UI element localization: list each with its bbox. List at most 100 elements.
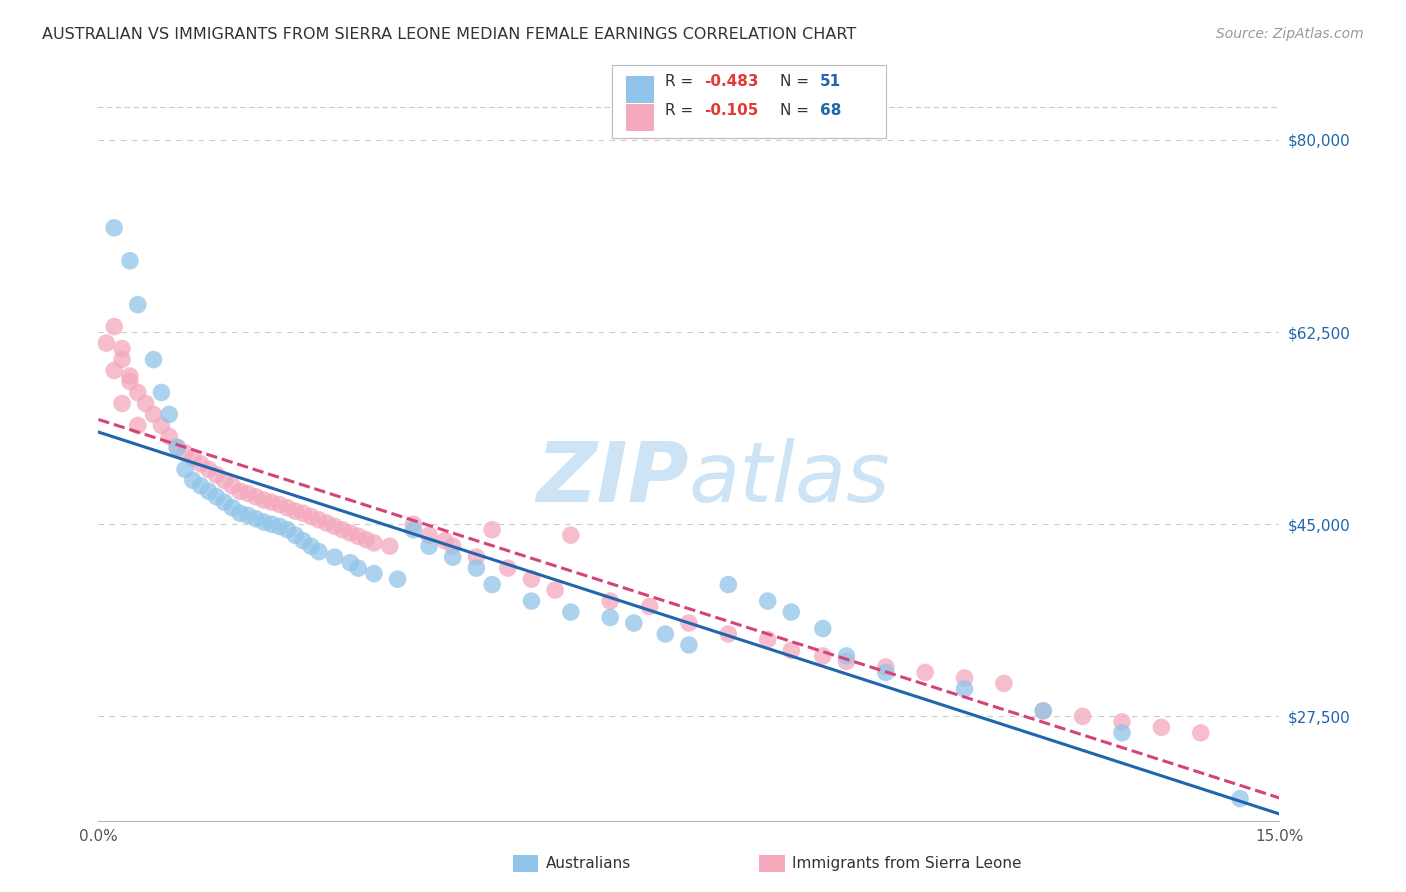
Point bbox=[111, 352, 134, 367]
Point bbox=[638, 599, 661, 614]
Point bbox=[811, 648, 834, 663]
Point bbox=[214, 495, 236, 509]
Point bbox=[520, 572, 543, 586]
Point bbox=[308, 544, 330, 558]
Point bbox=[157, 408, 180, 422]
Point bbox=[354, 533, 377, 547]
Point bbox=[166, 441, 188, 455]
Point bbox=[418, 539, 440, 553]
Point bbox=[323, 550, 346, 565]
Point bbox=[780, 643, 803, 657]
Point bbox=[599, 610, 621, 624]
Point bbox=[236, 486, 259, 500]
Point bbox=[520, 594, 543, 608]
Point bbox=[465, 550, 488, 565]
Point bbox=[197, 484, 219, 499]
Point bbox=[544, 583, 567, 598]
Point bbox=[214, 473, 236, 487]
Point bbox=[402, 523, 425, 537]
Point bbox=[127, 385, 149, 400]
Text: Immigrants from Sierra Leone: Immigrants from Sierra Leone bbox=[792, 856, 1021, 871]
Point bbox=[441, 539, 464, 553]
Point bbox=[1111, 726, 1133, 740]
Point bbox=[245, 490, 267, 504]
Point bbox=[142, 408, 165, 422]
Point bbox=[496, 561, 519, 575]
Text: R =: R = bbox=[665, 74, 699, 89]
Point bbox=[560, 605, 582, 619]
Point bbox=[174, 462, 197, 476]
Point bbox=[756, 632, 779, 647]
Point bbox=[253, 493, 276, 508]
Point bbox=[654, 627, 676, 641]
Point bbox=[363, 566, 385, 581]
Point bbox=[363, 536, 385, 550]
Point bbox=[717, 577, 740, 591]
Point bbox=[835, 655, 858, 669]
Point bbox=[205, 490, 228, 504]
Point bbox=[481, 577, 503, 591]
Point bbox=[560, 528, 582, 542]
Point bbox=[157, 429, 180, 443]
Point bbox=[190, 457, 212, 471]
Point bbox=[875, 665, 897, 680]
Point bbox=[1032, 704, 1054, 718]
Point bbox=[339, 556, 361, 570]
Text: R =: R = bbox=[665, 103, 699, 118]
Point bbox=[260, 517, 283, 532]
Point bbox=[323, 519, 346, 533]
Point bbox=[229, 506, 252, 520]
Point bbox=[260, 495, 283, 509]
Point bbox=[150, 418, 173, 433]
Point bbox=[339, 526, 361, 541]
Point bbox=[127, 298, 149, 312]
Point bbox=[835, 648, 858, 663]
Point bbox=[623, 615, 645, 630]
Text: N =: N = bbox=[780, 103, 814, 118]
Text: ZIP: ZIP bbox=[536, 438, 689, 518]
Point bbox=[465, 561, 488, 575]
Point bbox=[347, 561, 370, 575]
Point bbox=[678, 638, 700, 652]
Point bbox=[1032, 704, 1054, 718]
Point bbox=[780, 605, 803, 619]
Text: -0.483: -0.483 bbox=[704, 74, 759, 89]
Point bbox=[875, 660, 897, 674]
Point bbox=[717, 627, 740, 641]
Point bbox=[150, 385, 173, 400]
Point bbox=[756, 594, 779, 608]
Point bbox=[174, 446, 197, 460]
Point bbox=[993, 676, 1015, 690]
Point bbox=[481, 523, 503, 537]
Point bbox=[221, 500, 243, 515]
Point bbox=[914, 665, 936, 680]
Point bbox=[142, 352, 165, 367]
Point bbox=[678, 615, 700, 630]
Point bbox=[811, 622, 834, 636]
Point bbox=[166, 441, 188, 455]
Point bbox=[103, 220, 125, 235]
Point bbox=[378, 539, 401, 553]
Point bbox=[284, 504, 307, 518]
Point bbox=[387, 572, 409, 586]
Point bbox=[103, 363, 125, 377]
Point bbox=[205, 467, 228, 482]
Point bbox=[332, 523, 354, 537]
Point bbox=[245, 512, 267, 526]
Point bbox=[118, 375, 141, 389]
Point bbox=[315, 516, 337, 530]
Point bbox=[276, 523, 298, 537]
Point bbox=[1150, 720, 1173, 734]
Point bbox=[284, 528, 307, 542]
Point bbox=[441, 550, 464, 565]
Text: 51: 51 bbox=[820, 74, 841, 89]
Point bbox=[197, 462, 219, 476]
Point bbox=[236, 508, 259, 523]
Text: 68: 68 bbox=[820, 103, 841, 118]
Point bbox=[599, 594, 621, 608]
Point bbox=[1071, 709, 1094, 723]
Point bbox=[190, 479, 212, 493]
Point bbox=[1189, 726, 1212, 740]
Point bbox=[181, 473, 204, 487]
Text: AUSTRALIAN VS IMMIGRANTS FROM SIERRA LEONE MEDIAN FEMALE EARNINGS CORRELATION CH: AUSTRALIAN VS IMMIGRANTS FROM SIERRA LEO… bbox=[42, 27, 856, 42]
